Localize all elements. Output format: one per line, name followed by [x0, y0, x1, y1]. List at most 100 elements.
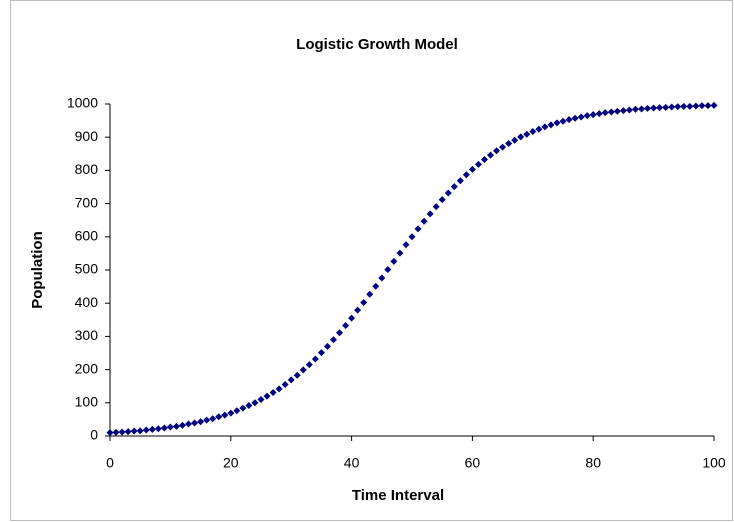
point: [275, 385, 283, 393]
point: [650, 104, 658, 112]
point: [203, 416, 211, 424]
point: [426, 210, 434, 218]
x-tick-label: 80: [585, 455, 601, 471]
x-tick-label: 60: [465, 455, 481, 471]
x-tick-label: 40: [344, 455, 360, 471]
point: [474, 160, 482, 168]
point: [384, 266, 392, 274]
point: [698, 102, 706, 110]
y-tick-label: 100: [75, 394, 99, 410]
point: [625, 106, 633, 114]
point: [408, 233, 416, 241]
point: [185, 420, 193, 428]
y-tick-label: 800: [75, 161, 99, 177]
point: [553, 119, 561, 127]
point: [529, 128, 537, 136]
point: [305, 361, 313, 369]
point: [239, 404, 247, 412]
point: [668, 103, 676, 111]
point: [577, 113, 585, 121]
point: [166, 423, 174, 431]
point: [583, 112, 591, 120]
point: [414, 225, 422, 233]
point: [710, 101, 718, 109]
point: [493, 147, 501, 155]
point: [366, 290, 374, 298]
point: [323, 342, 331, 350]
point: [130, 427, 138, 435]
point: [142, 426, 150, 434]
point: [227, 409, 235, 417]
point: [269, 389, 277, 397]
point: [233, 407, 241, 415]
point: [106, 429, 114, 437]
y-tick-label: 200: [75, 360, 99, 376]
point: [178, 421, 186, 429]
point: [348, 314, 356, 322]
y-axis-label: Population: [29, 231, 46, 309]
point: [656, 104, 664, 112]
point: [396, 249, 404, 257]
point: [535, 125, 543, 133]
point: [148, 425, 156, 433]
point: [390, 257, 398, 265]
y-tick-label: 600: [75, 228, 99, 244]
point: [336, 329, 344, 337]
x-tick-label: 100: [702, 455, 726, 471]
point: [559, 117, 567, 125]
point: [565, 116, 573, 124]
point: [215, 413, 223, 421]
point: [438, 196, 446, 204]
y-tick-label: 400: [75, 294, 99, 310]
point: [293, 371, 301, 379]
point: [619, 107, 627, 115]
point: [342, 321, 350, 329]
point: [595, 110, 603, 118]
point: [311, 355, 319, 363]
point: [354, 306, 362, 314]
point: [480, 155, 488, 163]
point: [613, 107, 621, 115]
point: [511, 136, 519, 144]
point: [541, 123, 549, 131]
y-tick-label: 500: [75, 261, 99, 277]
point: [487, 151, 495, 159]
point: [517, 133, 525, 141]
point: [456, 177, 464, 185]
point: [136, 427, 144, 435]
chart-title: Logistic Growth Model: [296, 36, 458, 53]
point: [631, 105, 639, 113]
point: [607, 108, 615, 116]
x-tick-label: 20: [223, 455, 239, 471]
point: [299, 366, 307, 374]
point: [432, 203, 440, 211]
point: [372, 282, 380, 290]
y-tick-label: 0: [90, 427, 98, 443]
point: [124, 428, 132, 436]
point: [378, 274, 386, 282]
point: [154, 425, 162, 433]
point: [444, 189, 452, 197]
point: [209, 415, 217, 423]
point: [251, 399, 259, 407]
point: [589, 111, 597, 119]
point: [287, 376, 295, 384]
point: [462, 171, 470, 179]
point: [197, 418, 205, 426]
point: [692, 102, 700, 110]
point: [329, 336, 337, 344]
point: [662, 103, 670, 111]
point: [680, 102, 688, 110]
point: [402, 241, 410, 249]
point: [221, 411, 229, 419]
y-tick-label: 1000: [67, 95, 98, 111]
point: [547, 121, 555, 129]
y-tick-label: 300: [75, 327, 99, 343]
point: [523, 130, 531, 138]
point: [571, 114, 579, 122]
x-axis-label: Time Interval: [352, 487, 444, 504]
point: [118, 428, 126, 436]
point: [420, 217, 428, 225]
point: [505, 140, 513, 148]
